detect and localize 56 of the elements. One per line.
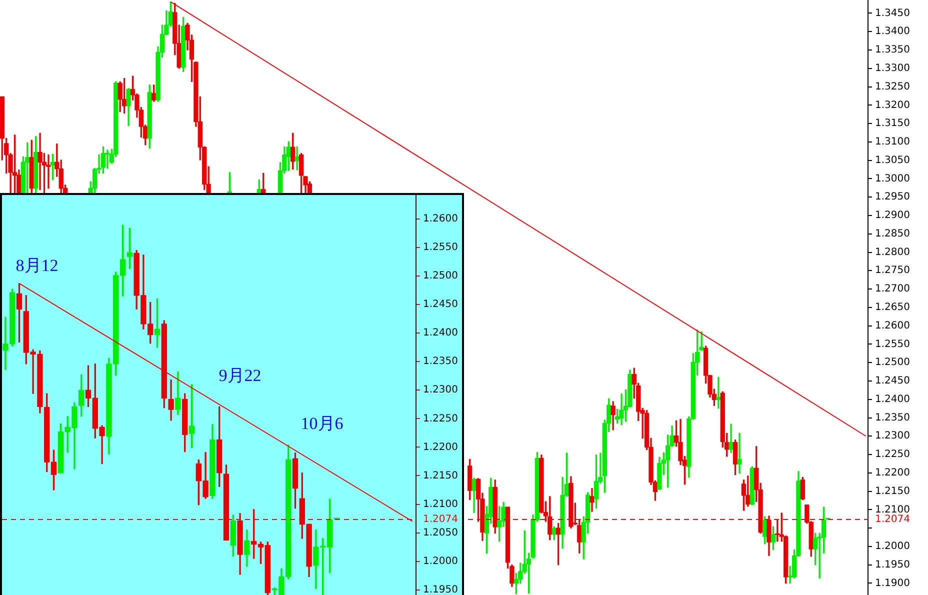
y-tick-label: 1.2600 [423,214,458,225]
y-tick-label: 1.3050 [875,154,910,166]
y-tick-label: 1.2650 [875,302,910,314]
y-tick-label: 1.2400 [423,328,458,339]
candlestick [737,432,742,474]
y-tick-label: 1.2500 [423,270,458,282]
ref-line-label: 1.2074 [875,514,910,526]
y-tick-label: 1.3400 [875,26,910,38]
y-tick-label: 1.3350 [875,44,910,56]
y-tick-label: 1.2150 [875,486,910,497]
y-tick-label: 1.2500 [875,357,910,368]
y-tick-label: 1.2450 [875,376,910,387]
y-tick-label: 1.1950 [875,559,910,570]
ref-line-label: 1.2074 [423,514,458,526]
y-tick-label: 1.1900 [875,578,910,589]
candlestick [38,132,42,190]
candlestick [728,424,734,454]
y-tick-label: 1.2300 [423,384,458,396]
y-tick-label: 1.2200 [875,468,910,479]
y-tick-label: 1.2400 [875,394,910,405]
y-tick-label: 1.2100 [423,498,458,510]
y-tick-label: 1.1950 [423,584,458,595]
y-tick-label: 1.3250 [875,81,910,92]
y-tick-label: 1.2750 [875,265,910,276]
y-tick-label: 1.2050 [423,527,458,538]
y-tick-label: 1.2900 [875,210,910,222]
y-tick-label: 1.2350 [875,412,910,424]
y-tick-label: 1.3300 [875,62,910,74]
annotation: 10月6 [300,414,344,433]
y-tick-label: 1.2550 [875,338,910,350]
y-tick-label: 1.2250 [423,413,458,424]
y-tick-label: 1.2450 [423,299,458,310]
candlestick [46,154,51,189]
candlestick [294,146,300,170]
y-tick-label: 1.2950 [875,192,910,203]
y-tick-label: 1.2000 [875,541,910,552]
y-tick-label: 1.3450 [875,8,910,19]
y-tick-label: 1.3200 [875,100,910,111]
candlestick [105,150,110,169]
y-tick-label: 1.2250 [875,449,910,460]
y-tick-label: 1.2150 [423,470,458,482]
y-tick-label: 1.2300 [875,430,910,442]
y-tick-label: 1.2850 [875,228,910,240]
y-tick-label: 1.2000 [423,556,458,567]
y-tick-label: 1.3150 [875,118,910,130]
annotation: 8月12 [16,256,58,275]
y-tick-label: 1.2600 [875,320,910,332]
y-tick-label: 1.2200 [423,442,458,453]
y-tick-label: 1.3100 [875,136,910,148]
annotation: 9月22 [218,366,262,385]
y-tick-label: 1.2550 [423,242,458,254]
y-tick-label: 1.2350 [423,356,458,368]
y-tick-label: 1.2800 [875,246,910,258]
y-tick-label: 1.3000 [875,173,910,184]
y-tick-label: 1.2100 [875,504,910,516]
y-tick-label: 1.2700 [875,284,910,295]
